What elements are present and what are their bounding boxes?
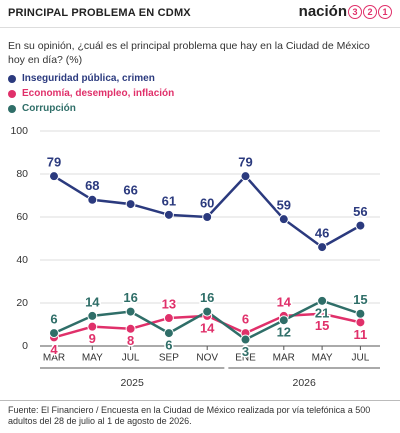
legend-item: Economía, desempleo, inflación — [8, 86, 174, 101]
data-point — [87, 194, 98, 205]
data-point — [49, 171, 59, 182]
y-tick-label: 100 — [10, 125, 28, 137]
data-label: 15 — [353, 292, 367, 307]
data-point — [355, 317, 366, 328]
x-group-label: 2025 — [120, 377, 144, 389]
data-label: 13 — [162, 296, 176, 311]
legend-marker — [8, 89, 16, 98]
data-point — [278, 315, 289, 326]
x-group-label: 2026 — [292, 377, 316, 389]
x-tick-label: MAY — [82, 353, 103, 364]
y-tick-label: 20 — [16, 297, 28, 309]
data-label: 46 — [315, 226, 329, 241]
y-tick-label: 0 — [22, 340, 28, 352]
data-point — [125, 199, 136, 210]
chart-title: PRINCIPAL PROBLEMA EN CDMX — [8, 7, 191, 19]
data-label: 14 — [85, 294, 100, 309]
data-label: 15 — [315, 318, 329, 333]
x-tick-label: JUL — [122, 353, 140, 364]
data-label: 68 — [85, 178, 99, 193]
data-label: 56 — [353, 204, 367, 219]
x-tick-label: SEP — [159, 353, 179, 364]
divider — [0, 400, 400, 401]
y-tick-label: 60 — [16, 211, 28, 223]
data-point — [125, 306, 136, 317]
data-label: 6 — [50, 312, 57, 327]
data-point — [317, 308, 328, 319]
data-label: 9 — [89, 331, 96, 346]
chart: 0 20 40 60 80 100 MAR MAY JUL SEP NOV ENE MAR MAY JUL 2… — [10, 125, 380, 389]
data-point — [355, 220, 366, 231]
x-tick-label: NOV — [196, 353, 218, 364]
source-note: Fuente: El Financiero / Encuesta en la C… — [8, 405, 371, 426]
legend-label: Economía, desempleo, inflación — [22, 88, 175, 99]
data-label: 4 — [50, 342, 58, 357]
data-point — [240, 334, 251, 345]
y-tick-label: 40 — [16, 254, 28, 266]
data-label: 16 — [200, 290, 214, 305]
data-point — [49, 328, 59, 339]
chart-subtitle: En su opinión, ¿cuál es el principal pro… — [8, 40, 370, 66]
data-point — [163, 328, 174, 339]
data-label: 6 — [165, 338, 172, 353]
data-label: 61 — [162, 193, 176, 208]
divider — [0, 27, 400, 28]
legend-label: Inseguridad pública, crimen — [22, 73, 155, 84]
data-point — [125, 323, 136, 334]
data-point — [278, 214, 289, 225]
data-point — [202, 212, 213, 222]
x-tick-label: MAR — [273, 353, 295, 364]
data-point — [163, 313, 174, 324]
data-point — [355, 308, 366, 319]
x-tick-label: MAR — [43, 353, 65, 364]
data-point — [317, 242, 328, 253]
brand-logo: nación 3 2 1 — [299, 3, 392, 20]
data-label: 8 — [127, 333, 134, 348]
data-label: 16 — [123, 290, 137, 305]
data-label: 3 — [242, 344, 249, 359]
brand-digit: 2 — [363, 4, 377, 19]
data-label: 79 — [238, 155, 252, 170]
legend-item: Inseguridad pública, crimen — [8, 71, 174, 86]
data-point — [163, 209, 174, 220]
legend-item: Corrupción — [8, 101, 174, 116]
legend: Inseguridad pública, crimen Economía, des… — [8, 71, 174, 116]
x-tick-label: ENE — [235, 353, 256, 364]
data-label: 6 — [242, 312, 249, 327]
data-label: 11 — [354, 327, 368, 342]
data-point — [87, 310, 98, 321]
legend-marker — [8, 104, 16, 113]
data-label: 59 — [277, 198, 291, 213]
data-label: 21 — [315, 305, 329, 320]
data-point — [202, 306, 213, 317]
legend-label: Corrupción — [22, 103, 76, 114]
x-tick-label: JUL — [352, 353, 370, 364]
data-label: 14 — [277, 294, 292, 309]
y-tick-label: 80 — [16, 168, 28, 180]
brand-digit: 1 — [378, 4, 392, 19]
brand-digit: 3 — [348, 4, 362, 19]
data-label: 60 — [200, 195, 214, 210]
data-point — [240, 171, 251, 182]
data-point — [87, 321, 98, 332]
data-point — [317, 295, 328, 306]
legend-marker — [8, 74, 16, 83]
data-label: 14 — [200, 320, 215, 335]
brand-name: nación — [298, 3, 347, 20]
data-label: 79 — [47, 155, 61, 170]
x-tick-label: MAY — [312, 353, 333, 364]
data-label: 12 — [277, 325, 291, 340]
data-label: 66 — [123, 183, 137, 198]
